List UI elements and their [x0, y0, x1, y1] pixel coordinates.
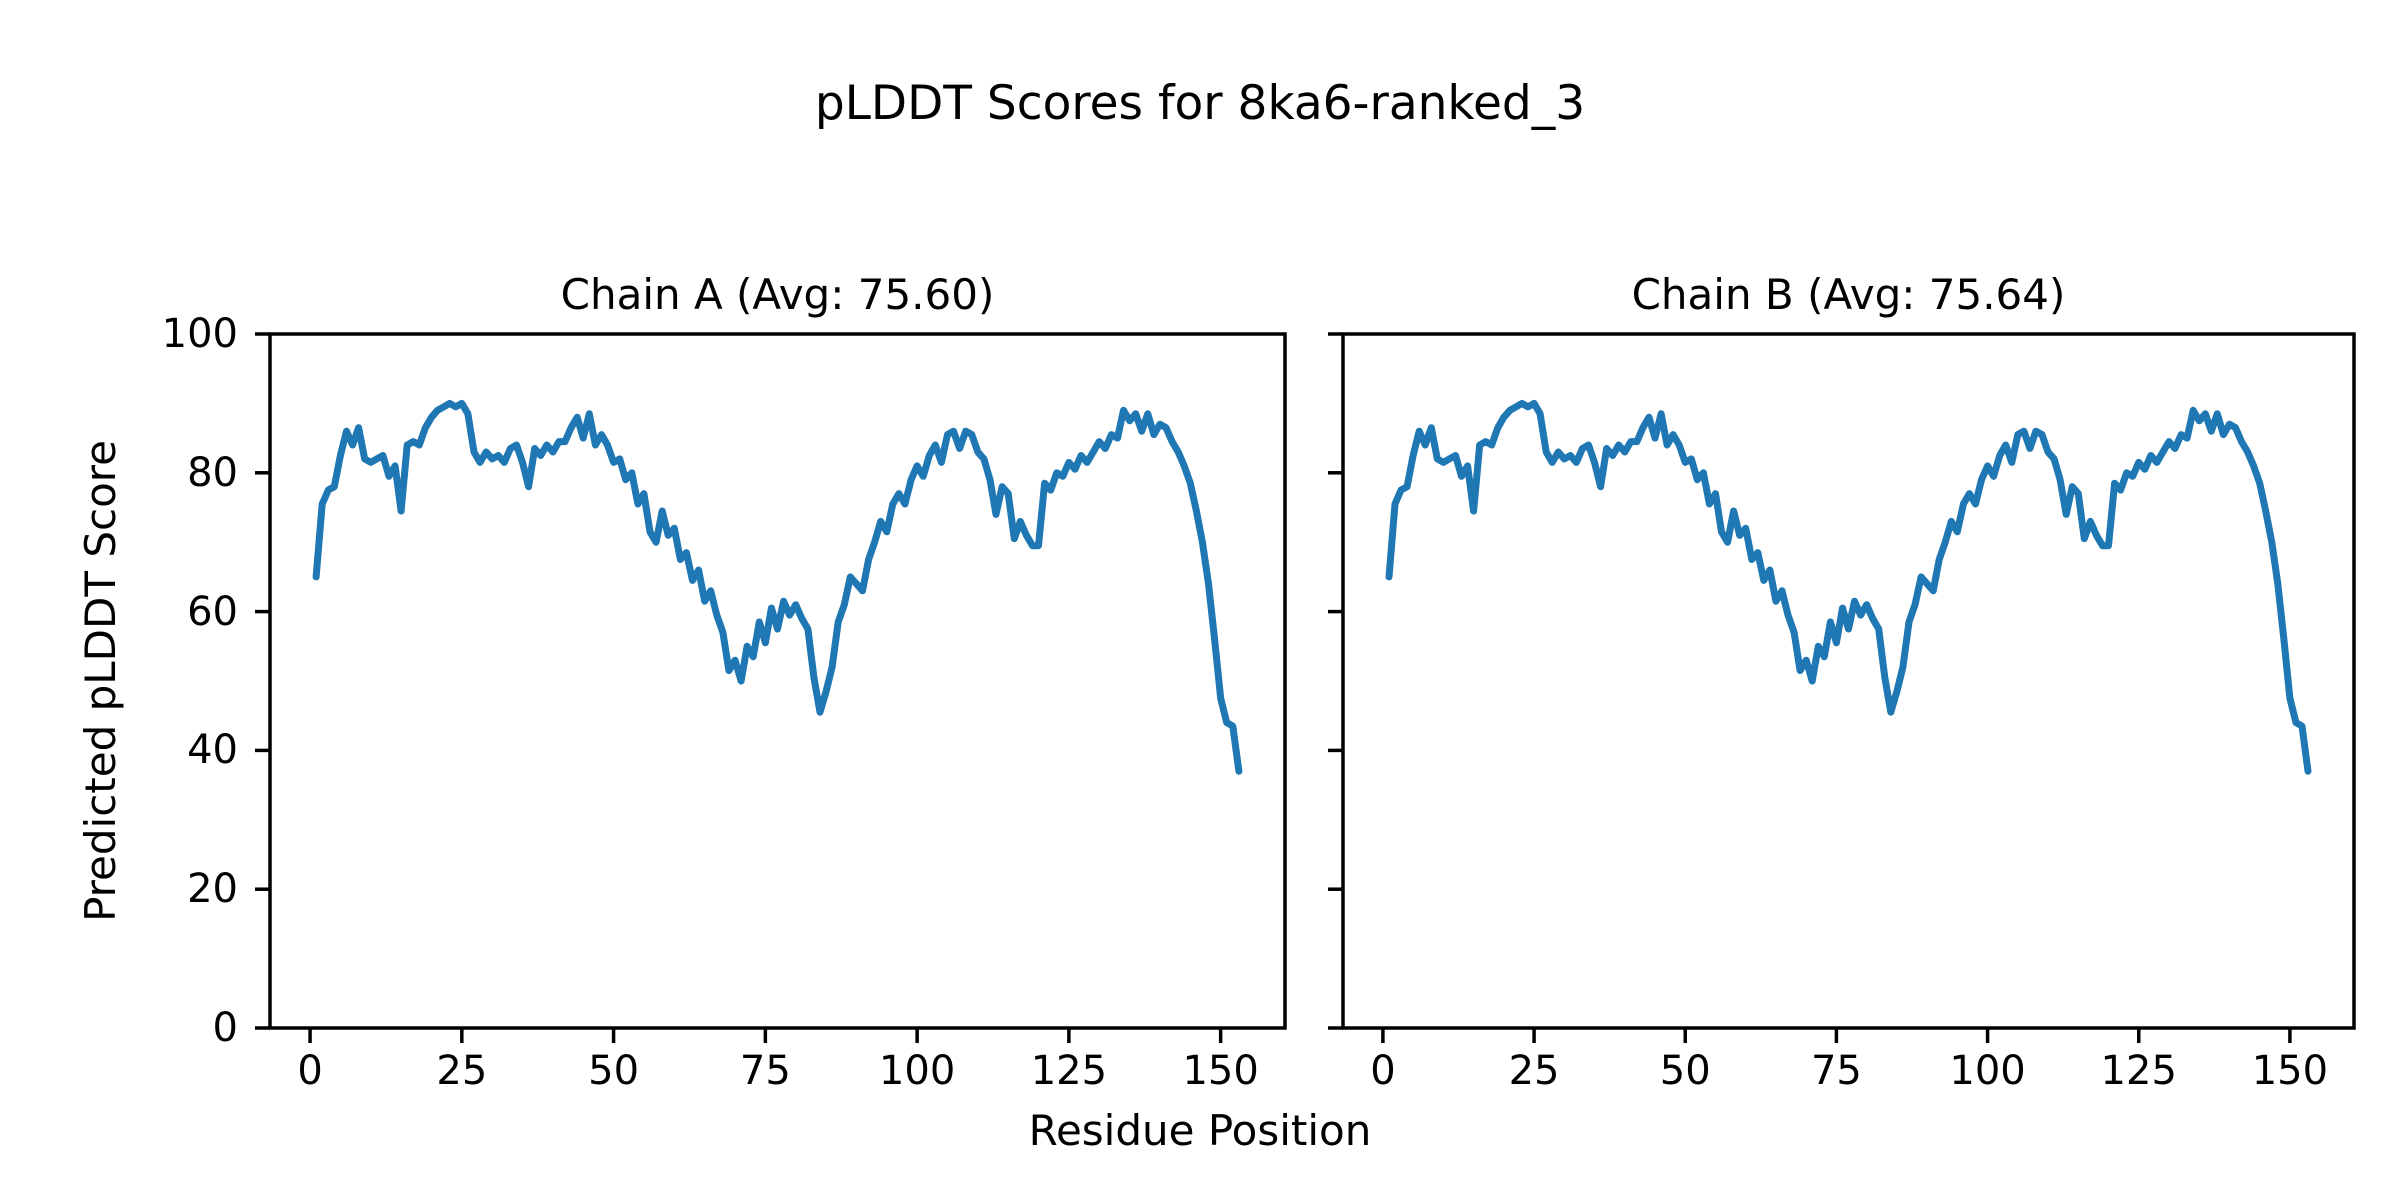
x-tick-label: 50	[1659, 1048, 1711, 1094]
axes-frame	[268, 332, 1287, 1030]
x-tick-label: 150	[2251, 1048, 2329, 1094]
x-tick-label: 125	[2100, 1048, 2177, 1094]
x-axis-label: Residue Position	[1028, 1106, 1372, 1155]
y-axis-label-container: Predicted pLDDT Score	[74, 334, 126, 1028]
axes-frame	[1341, 332, 2356, 1030]
y-tick-label: 40	[187, 727, 238, 774]
y-tick-label: 0	[212, 1005, 238, 1051]
subplot-title-chain-a: Chain A (Avg: 75.60)	[560, 270, 995, 319]
x-tick-label: 50	[588, 1048, 640, 1094]
x-tick-label: 150	[1182, 1048, 1259, 1094]
x-tick-label: 0	[297, 1048, 323, 1094]
subplot-chain-b: Chain B (Avg: 75.64) 0 25 50 75 100 125 150	[1328, 270, 2356, 1094]
plddt-line	[312, 399, 1243, 775]
x-tick-label: 100	[1949, 1048, 2026, 1094]
x-tick-label: 75	[739, 1048, 791, 1094]
x-tick-label: 25	[436, 1048, 488, 1094]
y-tick-label: 80	[187, 449, 238, 496]
x-tick-label: 25	[1508, 1048, 1560, 1094]
subplot-chain-a: Chain A (Avg: 75.60) 0 25 50 75 100 125 150 0 20…	[162, 270, 1287, 1094]
axes-chain-b	[1328, 332, 2356, 1043]
subplot-title-chain-b: Chain B (Avg: 75.64)	[1631, 270, 2066, 319]
y-tick-label: 100	[161, 311, 238, 357]
x-tick-label: 0	[1370, 1048, 1396, 1094]
axes-chain-a	[255, 332, 1287, 1043]
y-axis-label: Predicted pLDDT Score	[75, 440, 125, 922]
x-tick-label: 100	[878, 1048, 956, 1094]
x-tick-label: 75	[1810, 1048, 1862, 1094]
figure-title: pLDDT Scores for 8ka6-ranked_3	[814, 76, 1586, 131]
y-tick-label: 60	[187, 588, 238, 635]
y-tick-label: 20	[187, 866, 238, 913]
x-tick-label: 125	[1030, 1048, 1108, 1094]
plddt-line	[1385, 399, 2312, 775]
